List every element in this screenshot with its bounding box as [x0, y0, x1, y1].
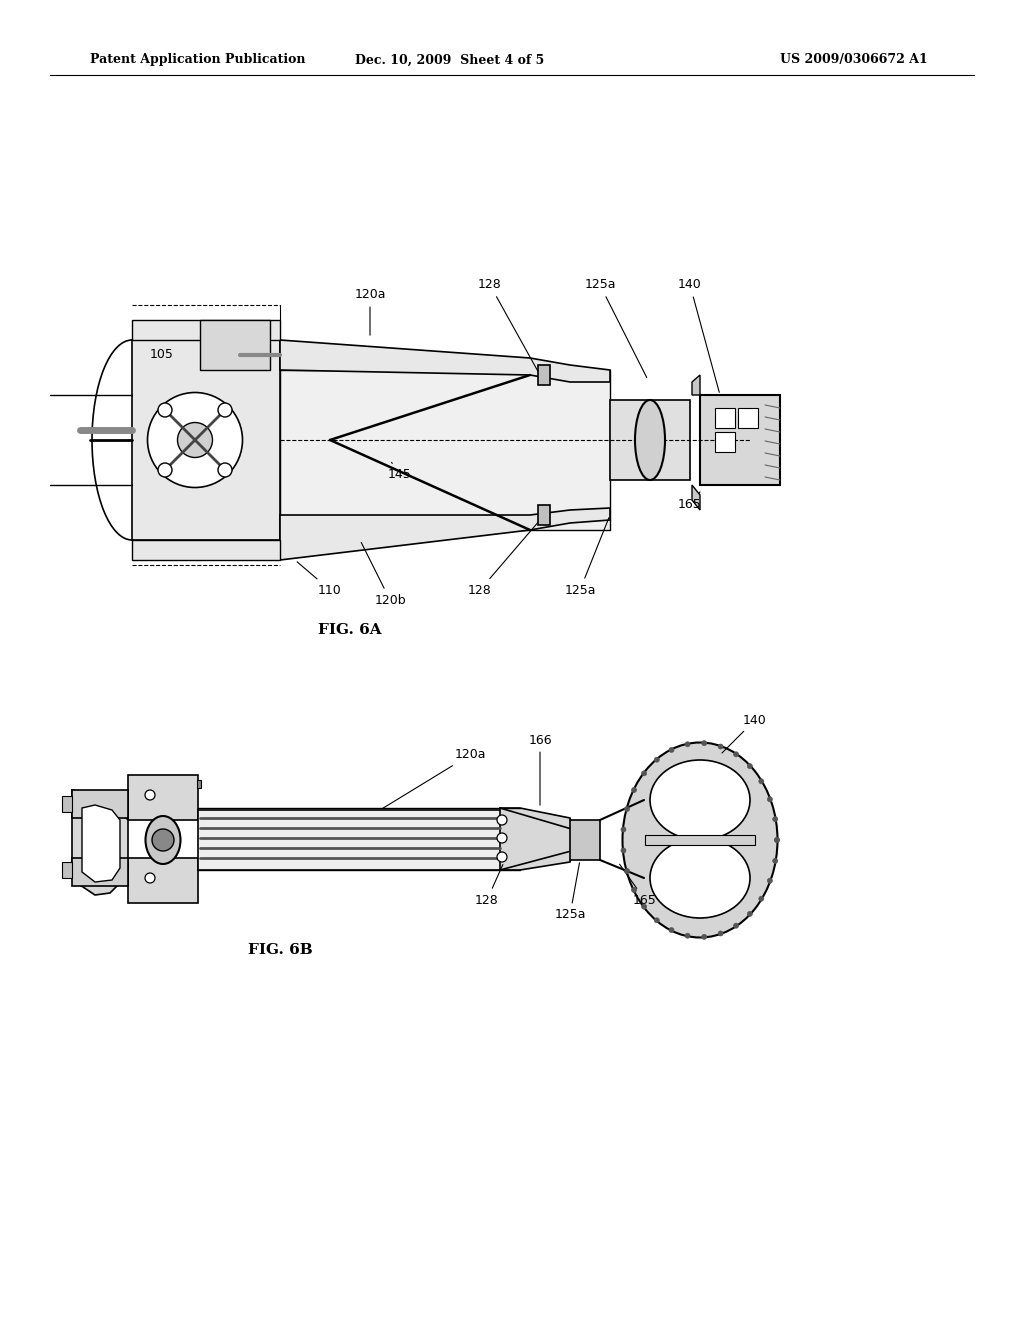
Ellipse shape [669, 747, 674, 752]
Ellipse shape [625, 869, 630, 874]
Text: Dec. 10, 2009  Sheet 4 of 5: Dec. 10, 2009 Sheet 4 of 5 [355, 54, 545, 66]
Ellipse shape [774, 837, 779, 842]
Bar [128, 775, 198, 820]
Ellipse shape [158, 463, 172, 477]
Ellipse shape [632, 887, 637, 892]
Text: 120a: 120a [354, 289, 386, 335]
Ellipse shape [621, 828, 626, 832]
Text: FIG. 6B: FIG. 6B [248, 942, 312, 957]
Ellipse shape [632, 788, 637, 792]
Ellipse shape [218, 403, 232, 417]
Text: 128: 128 [478, 279, 539, 372]
Polygon shape [280, 319, 610, 381]
Ellipse shape [147, 392, 243, 487]
Ellipse shape [145, 816, 180, 865]
Ellipse shape [718, 744, 723, 748]
Text: 128: 128 [475, 865, 503, 907]
Text: 120a: 120a [382, 748, 485, 809]
Ellipse shape [145, 873, 155, 883]
Ellipse shape [497, 851, 507, 862]
Text: 125a: 125a [585, 279, 647, 378]
Bar [280, 370, 610, 531]
Bar [610, 400, 690, 480]
Text: FIG. 6A: FIG. 6A [318, 623, 382, 638]
Polygon shape [280, 508, 610, 560]
Ellipse shape [497, 833, 507, 843]
Bar [538, 366, 550, 385]
Ellipse shape [718, 931, 723, 936]
Ellipse shape [685, 933, 690, 939]
Bar [715, 432, 735, 451]
Ellipse shape [650, 760, 750, 840]
Ellipse shape [623, 742, 777, 937]
Bar [198, 810, 518, 870]
Polygon shape [132, 319, 280, 341]
Ellipse shape [177, 422, 213, 458]
Bar [197, 780, 201, 788]
Ellipse shape [748, 763, 753, 768]
Ellipse shape [642, 904, 646, 909]
Ellipse shape [650, 838, 750, 917]
Ellipse shape [497, 814, 507, 825]
Ellipse shape [774, 837, 779, 842]
Ellipse shape [767, 878, 772, 883]
Bar [538, 506, 550, 525]
Text: 110: 110 [297, 562, 342, 597]
Ellipse shape [635, 400, 665, 480]
Text: 145: 145 [388, 462, 412, 482]
Text: 140: 140 [722, 714, 767, 752]
Ellipse shape [654, 758, 659, 762]
Ellipse shape [152, 829, 174, 851]
Ellipse shape [685, 742, 690, 747]
Ellipse shape [733, 752, 738, 756]
Ellipse shape [621, 847, 626, 853]
Ellipse shape [625, 807, 630, 812]
Ellipse shape [773, 817, 777, 821]
Text: 120b: 120b [361, 543, 406, 606]
Ellipse shape [748, 911, 753, 916]
Polygon shape [132, 540, 280, 560]
Text: 140: 140 [678, 279, 719, 392]
Text: US 2009/0306672 A1: US 2009/0306672 A1 [780, 54, 928, 66]
Ellipse shape [642, 771, 646, 776]
Polygon shape [500, 808, 575, 870]
Ellipse shape [733, 923, 738, 928]
Bar [62, 796, 72, 812]
Polygon shape [72, 789, 128, 895]
Bar [738, 408, 758, 428]
Ellipse shape [773, 858, 777, 863]
Ellipse shape [701, 935, 707, 940]
Bar [645, 836, 755, 845]
Polygon shape [692, 484, 700, 510]
Ellipse shape [701, 741, 707, 746]
Bar [72, 858, 128, 886]
Bar [700, 395, 780, 484]
Text: 128: 128 [468, 523, 539, 597]
Bar [715, 408, 735, 428]
Polygon shape [82, 805, 120, 882]
Text: 166: 166 [528, 734, 552, 805]
Ellipse shape [145, 789, 155, 800]
Bar [132, 341, 280, 540]
Ellipse shape [759, 896, 764, 902]
Bar [570, 820, 600, 861]
Ellipse shape [767, 797, 772, 801]
Bar [72, 789, 128, 818]
Text: 165: 165 [620, 865, 656, 907]
Polygon shape [692, 375, 700, 395]
Ellipse shape [654, 917, 659, 923]
Text: 125a: 125a [554, 863, 586, 921]
Ellipse shape [759, 779, 764, 784]
Ellipse shape [158, 403, 172, 417]
Text: 105: 105 [151, 348, 174, 362]
Ellipse shape [218, 463, 232, 477]
Text: Patent Application Publication: Patent Application Publication [90, 54, 305, 66]
Bar [128, 858, 198, 903]
Bar [62, 862, 72, 878]
Ellipse shape [669, 928, 674, 933]
Bar [200, 319, 270, 370]
Text: 165: 165 [678, 492, 701, 511]
Text: 125a: 125a [564, 517, 609, 597]
